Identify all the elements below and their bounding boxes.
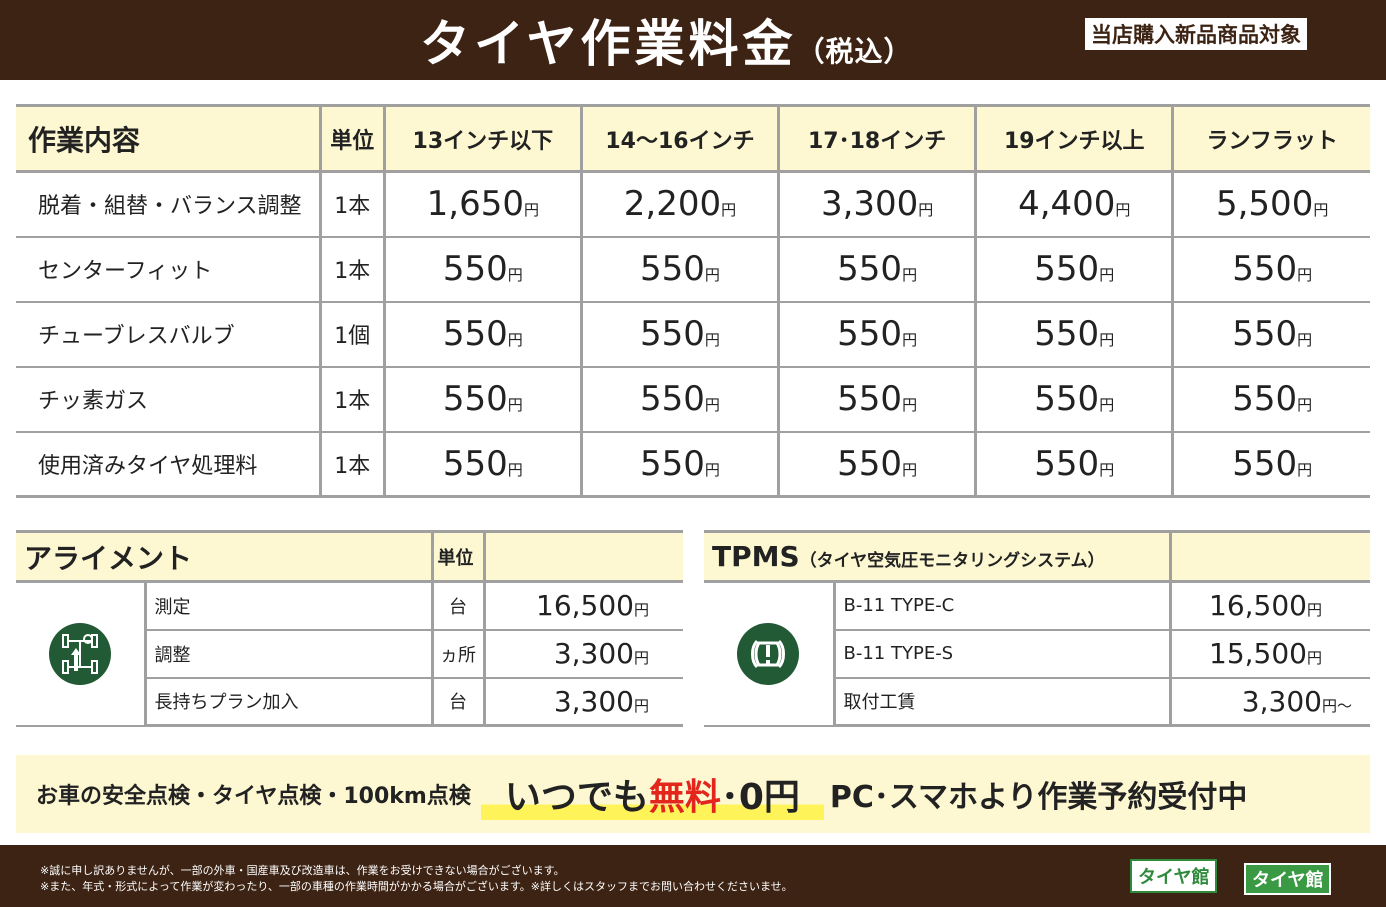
work-name: チューブレスバルブ: [16, 300, 321, 368]
price-cell: 550円: [974, 365, 1173, 433]
table-row: 脱着・組替・バランス調整 1本 1,650円 2,200円 3,300円 4,400円 5,…: [16, 170, 1370, 238]
price-cell: 550円: [579, 300, 779, 368]
price-cell: 4,400円: [974, 170, 1173, 238]
item-name: 長持ちプラン加入: [143, 676, 432, 727]
price-cell: 550円: [974, 235, 1173, 303]
price-cell: 550円: [382, 430, 582, 498]
unit: 1本: [318, 235, 385, 303]
price-cell: 550円: [382, 235, 582, 303]
price-cell: 550円: [1171, 300, 1370, 368]
unit: 台: [430, 676, 484, 727]
work-name: チッ素ガス: [16, 365, 321, 433]
alignment-icon: [48, 622, 111, 685]
promo-banner: お車の安全点検・タイヤ点検・100km点検 いつでも無料･0円 PC･スマホより…: [16, 755, 1370, 833]
table-row: B-11 TYPE-C 16,500円: [704, 580, 1370, 727]
alignment-title: アライメント: [16, 530, 432, 583]
tpms-icon-cell: [704, 580, 834, 727]
unit: 台: [430, 580, 484, 631]
column-header: 14〜16インチ: [579, 104, 779, 173]
price-cell: 550円: [579, 235, 779, 303]
table-row: 取付工賃 3,300円〜: [704, 676, 1370, 727]
footer: ※誠に申し訳ありませんが、一部の外車・国産車及び改造車は、作業をお受けできない場…: [0, 845, 1386, 907]
work-name: 使用済みタイヤ処理料: [16, 430, 321, 498]
work-name: 脱着・組替・バランス調整: [16, 170, 321, 238]
item-name: 取付工賃: [832, 676, 1170, 727]
column-header: 13インチ以下: [382, 104, 582, 173]
alignment-table: アライメント 単位 測定台 16,500円 調整 ヵ所 3,300円 長持ちプラン加入台 3,…: [16, 530, 683, 727]
price-cell: 550円: [382, 300, 582, 368]
price-cell: 550円: [777, 365, 976, 433]
table-row: B-11 TYPE-S 15,500円: [704, 628, 1370, 679]
work-name: センターフィット: [16, 235, 321, 303]
price-cell: 3,300円: [777, 170, 976, 238]
price-cell: 550円: [974, 430, 1173, 498]
table-row: 調整 ヵ所 3,300円: [16, 628, 683, 679]
banner-free: いつでも無料･0円: [480, 768, 824, 820]
price-cell: 550円: [579, 430, 779, 498]
table-row: 測定台 16,500円: [16, 580, 683, 727]
tire-pressure-warning-icon: [737, 622, 800, 685]
price-cell: 550円: [1171, 430, 1370, 498]
price-cell: 3,300円: [482, 676, 683, 727]
price-cell: 550円: [579, 365, 779, 433]
price-cell: 550円: [974, 300, 1173, 368]
brand-logo: タイヤ館: [1130, 859, 1218, 893]
item-name: 調整: [143, 628, 432, 679]
unit-header: 単位: [430, 530, 484, 583]
table-row: センターフィット 1本 550円 550円 550円 550円 550円: [16, 235, 1370, 303]
tpms-title: TPMS（タイヤ空気圧モニタリングシステム）: [704, 530, 1170, 583]
price-cell: 16,500円: [482, 580, 683, 631]
price-cell: 550円: [777, 300, 976, 368]
item-name: B-11 TYPE-C: [832, 580, 1170, 631]
page-title: タイヤ作業料金（税込）: [420, 15, 913, 73]
brand-logo: タイヤ館: [1244, 863, 1332, 895]
price-cell: 550円: [382, 365, 582, 433]
work-price-table: 作業内容 単位 13インチ以下 14〜16インチ 17･18インチ 19インチ以上 ランフラ…: [16, 104, 1370, 498]
table-row: チッ素ガス 1本 550円 550円 550円 550円 550円: [16, 365, 1370, 433]
column-header: 19インチ以上: [974, 104, 1173, 173]
column-header: 作業内容: [16, 104, 321, 173]
unit: 1本: [318, 170, 385, 238]
banner-left: お車の安全点検・タイヤ点検・100km点検: [36, 784, 471, 809]
price-cell: 5,500円: [1171, 170, 1370, 238]
price-cell: 550円: [777, 430, 976, 498]
unit: 1本: [318, 430, 385, 498]
price-cell: 550円: [777, 235, 976, 303]
banner-right: PC･スマホより作業予約受付中: [829, 780, 1248, 815]
column-header: 単位: [318, 104, 385, 173]
table-row: 長持ちプラン加入台 3,300円: [16, 676, 683, 727]
item-name: B-11 TYPE-S: [832, 628, 1170, 679]
price-cell: 550円: [1171, 365, 1370, 433]
price-cell: 550円: [1171, 235, 1370, 303]
unit: 1個: [318, 300, 385, 368]
header-bar: タイヤ作業料金（税込） 当店購入新品商品対象: [0, 0, 1386, 80]
unit: 1本: [318, 365, 385, 433]
unit: ヵ所: [430, 628, 484, 679]
price-cell: 3,300円: [482, 628, 683, 679]
price-cell: 2,200円: [579, 170, 779, 238]
column-header: ランフラット: [1171, 104, 1370, 173]
tpms-table: TPMS（タイヤ空気圧モニタリングシステム） B-11 TYPE-C 16,500…: [704, 530, 1370, 727]
footer-note: ※また、年式・形式によって作業が変わったり、一部の車種の作業時間がかかる場合がご…: [40, 880, 793, 893]
price-cell: 3,300円〜: [1168, 676, 1370, 727]
table-row: チューブレスバルブ 1個 550円 550円 550円 550円 550円: [16, 300, 1370, 368]
table-row: 使用済みタイヤ処理料 1本 550円 550円 550円 550円 550円: [16, 430, 1370, 498]
alignment-icon-cell: [16, 580, 145, 727]
column-header: 17･18インチ: [777, 104, 976, 173]
price-cell: 15,500円: [1168, 628, 1370, 679]
price-cell: 16,500円: [1168, 580, 1370, 631]
price-cell: 1,650円: [382, 170, 582, 238]
target-badge: 当店購入新品商品対象: [1085, 18, 1307, 50]
item-name: 測定: [143, 580, 432, 631]
footer-note: ※誠に申し訳ありませんが、一部の外車・国産車及び改造車は、作業をお受けできない場…: [40, 864, 565, 877]
